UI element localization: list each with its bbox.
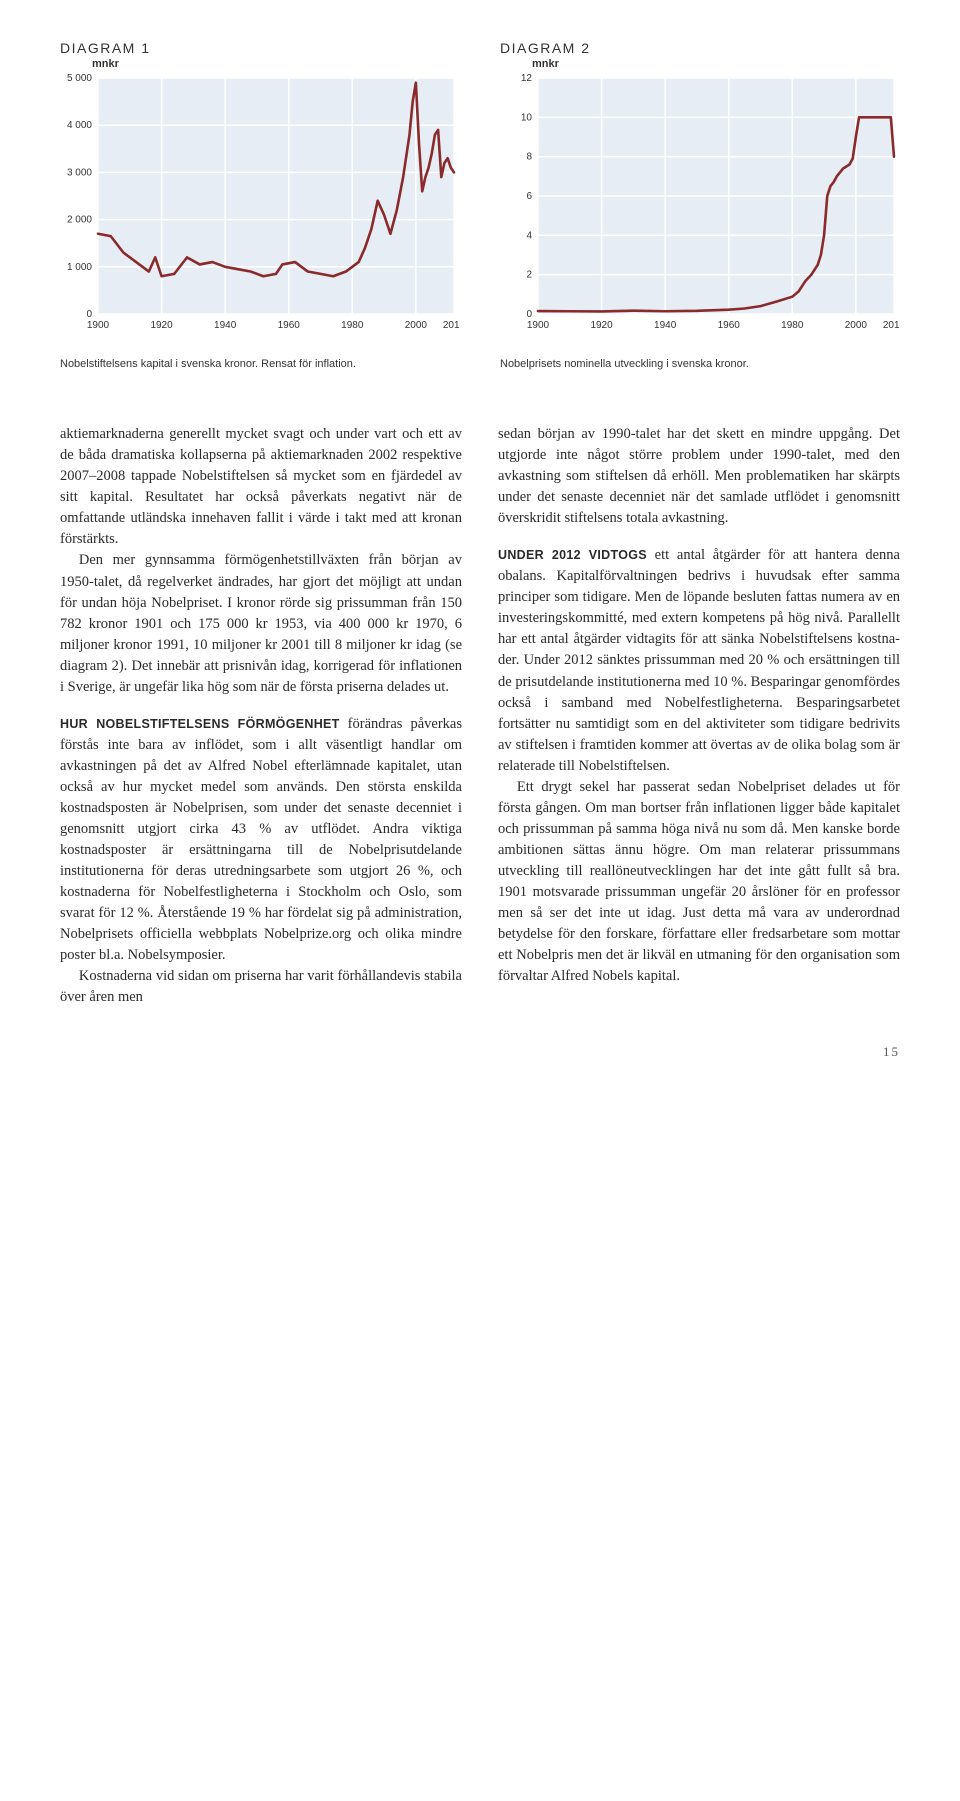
svg-text:1920: 1920 [590,320,613,331]
charts-row: DIAGRAM 1 mnkr 0 1 000 2 000 3 000 4 000 5 00… [60,40,900,372]
chart-1-svg-wrap: 0 1 000 2 000 3 000 4 000 5 000 1900 1920 1940 19… [60,74,460,339]
svg-text:2 000: 2 000 [67,215,92,226]
svg-text:0: 0 [86,309,92,320]
svg-text:1960: 1960 [278,320,301,331]
svg-text:1900: 1900 [87,320,110,331]
svg-text:6: 6 [526,191,532,202]
svg-text:1940: 1940 [214,320,237,331]
svg-text:1920: 1920 [150,320,173,331]
col1-p2: Den mer gynnsamma förmögenhetstillväx­te… [60,550,462,697]
chart-1-caption: Nobelstiftelsens kapital i svenska krono… [60,357,460,372]
chart-2-svg: 0 2 4 6 8 10 12 1900 1920 1940 1960 1980 2000 2012 [500,74,900,334]
chart-2-caption: Nobelprisets nominella utveckling i sven… [500,357,900,372]
svg-text:1900: 1900 [527,320,550,331]
col2-p2: UNDER 2012 VIDTOGS ett antal åtgärder fö… [498,545,900,776]
col2-p2-text: ett antal åtgärder för att hantera denna… [498,547,900,773]
col2-p1: sedan början av 1990-talet har det skett… [498,424,900,529]
svg-text:1980: 1980 [341,320,364,331]
svg-text:12: 12 [521,74,533,84]
svg-text:2012: 2012 [443,320,460,331]
svg-text:2000: 2000 [845,320,868,331]
svg-text:10: 10 [521,112,533,123]
svg-text:1 000: 1 000 [67,262,92,273]
col1-p3-text: förändras påverkas förstås inte bara av … [60,716,462,963]
svg-text:2: 2 [526,270,532,281]
col2-p3: Ett drygt sekel har passerat sedan Nobel… [498,777,900,987]
chart-1-title: DIAGRAM 1 [60,40,460,56]
svg-text:1940: 1940 [654,320,677,331]
svg-text:3 000: 3 000 [67,167,92,178]
svg-text:4 000: 4 000 [67,120,92,131]
chart-1: DIAGRAM 1 mnkr 0 1 000 2 000 3 000 4 000 5 00… [60,40,460,372]
chart-2-svg-wrap: 0 2 4 6 8 10 12 1900 1920 1940 1960 1980 2000 2012 [500,74,900,339]
chart-2-title: DIAGRAM 2 [500,40,900,56]
svg-text:8: 8 [526,152,532,163]
svg-text:4: 4 [526,230,532,241]
svg-text:2000: 2000 [405,320,428,331]
page-number: 15 [60,1044,900,1060]
column-right: sedan början av 1990-talet har det skett… [498,424,900,1007]
chart-1-unit: mnkr [60,58,460,70]
chart-2-unit: mnkr [500,58,900,70]
col1-runin3: HUR NOBELSTIFTELSENS FÖRMÖGENHET [60,717,340,731]
svg-text:1960: 1960 [718,320,741,331]
col2-runin2: UNDER 2012 VIDTOGS [498,548,647,562]
col1-p3: HUR NOBELSTIFTELSENS FÖRMÖGENHET förändr… [60,714,462,966]
column-left: aktiemarknaderna generellt mycket svagt … [60,424,462,1007]
svg-text:2012: 2012 [883,320,900,331]
col1-p1: aktiemarknaderna generellt mycket svagt … [60,424,462,550]
svg-text:1980: 1980 [781,320,804,331]
svg-text:5 000: 5 000 [67,74,92,84]
body-columns: aktiemarknaderna generellt mycket svagt … [60,424,900,1007]
chart-1-svg: 0 1 000 2 000 3 000 4 000 5 000 1900 1920 1940 19… [60,74,460,334]
col1-p4: Kostnaderna vid sidan om priserna har va… [60,966,462,1008]
chart-2: DIAGRAM 2 mnkr 0 2 4 6 8 10 12 1900 1920 1940 1960… [500,40,900,372]
svg-text:0: 0 [526,309,532,320]
